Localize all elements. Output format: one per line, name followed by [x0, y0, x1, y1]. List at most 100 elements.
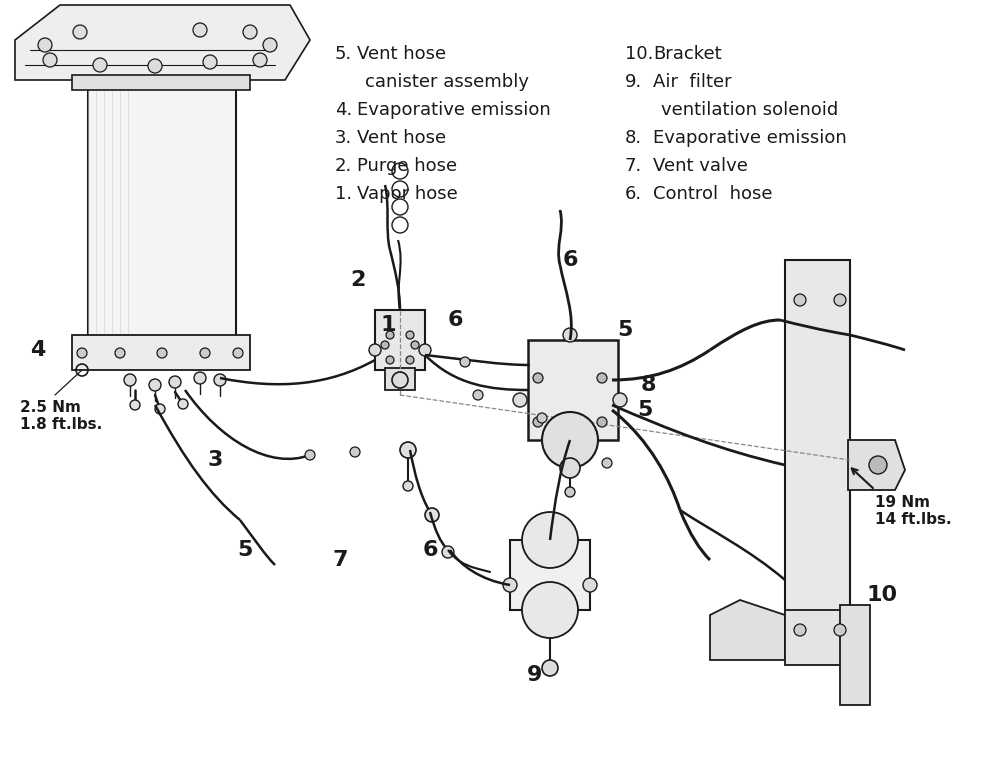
Text: 2: 2: [350, 270, 366, 290]
Bar: [840, 605, 870, 705]
Circle shape: [305, 450, 315, 460]
Circle shape: [542, 660, 558, 676]
Text: ventilation solenoid: ventilation solenoid: [661, 101, 838, 119]
Circle shape: [157, 348, 167, 358]
Circle shape: [169, 376, 181, 388]
Circle shape: [124, 374, 136, 386]
Circle shape: [565, 487, 575, 497]
Bar: [385, 368, 415, 390]
Circle shape: [869, 456, 887, 474]
Circle shape: [513, 393, 527, 407]
Text: 6: 6: [447, 310, 463, 330]
Circle shape: [93, 58, 107, 72]
Circle shape: [794, 294, 806, 306]
Text: 2.: 2.: [335, 157, 352, 175]
Circle shape: [613, 393, 627, 407]
Text: Evaporative emission: Evaporative emission: [653, 129, 847, 147]
Circle shape: [148, 59, 162, 73]
Circle shape: [419, 344, 431, 356]
Text: Air  filter: Air filter: [653, 73, 732, 91]
Circle shape: [522, 582, 578, 638]
Circle shape: [425, 508, 439, 522]
Circle shape: [392, 372, 408, 388]
Circle shape: [537, 413, 547, 423]
Circle shape: [602, 458, 612, 468]
Circle shape: [381, 341, 389, 349]
Bar: [88, 85, 236, 340]
Text: canister assembly: canister assembly: [365, 73, 529, 91]
Text: 9.: 9.: [625, 73, 642, 91]
Circle shape: [406, 331, 414, 339]
Circle shape: [597, 373, 607, 383]
Circle shape: [233, 348, 243, 358]
Text: 5.: 5.: [335, 45, 352, 63]
Text: 5: 5: [237, 540, 253, 560]
Bar: [785, 610, 865, 665]
Circle shape: [473, 390, 483, 400]
Circle shape: [522, 512, 578, 568]
Text: 5: 5: [617, 320, 633, 340]
Circle shape: [442, 546, 454, 558]
Circle shape: [115, 348, 125, 358]
Bar: [375, 310, 425, 370]
Text: 10: 10: [866, 585, 898, 605]
Text: Bracket: Bracket: [653, 45, 722, 63]
Circle shape: [43, 53, 57, 67]
Circle shape: [542, 412, 598, 468]
Text: 1: 1: [380, 315, 396, 335]
Circle shape: [794, 624, 806, 636]
Text: 1.: 1.: [335, 185, 352, 203]
Circle shape: [400, 442, 416, 458]
Text: 8: 8: [640, 375, 656, 395]
Text: Vapor hose: Vapor hose: [357, 185, 458, 203]
Text: 9: 9: [527, 665, 543, 685]
Text: Vent valve: Vent valve: [653, 157, 748, 175]
Circle shape: [77, 348, 87, 358]
Text: 10.: 10.: [625, 45, 653, 63]
Circle shape: [73, 25, 87, 39]
Text: Vent hose: Vent hose: [357, 45, 446, 63]
Text: 5: 5: [637, 400, 653, 420]
Circle shape: [834, 624, 846, 636]
Circle shape: [253, 53, 267, 67]
Bar: [510, 540, 590, 610]
Circle shape: [193, 23, 207, 37]
Circle shape: [411, 341, 419, 349]
Circle shape: [503, 578, 517, 592]
Polygon shape: [848, 440, 905, 490]
Circle shape: [460, 357, 470, 367]
Circle shape: [149, 379, 161, 391]
Text: 7.: 7.: [625, 157, 642, 175]
Circle shape: [386, 331, 394, 339]
Circle shape: [386, 356, 394, 364]
Circle shape: [583, 578, 597, 592]
Circle shape: [263, 38, 277, 52]
Text: 3.: 3.: [335, 129, 352, 147]
Text: 8.: 8.: [625, 129, 642, 147]
Text: 3: 3: [207, 450, 223, 470]
Circle shape: [403, 481, 413, 491]
Circle shape: [533, 373, 543, 383]
Text: 6: 6: [422, 540, 438, 560]
Polygon shape: [15, 5, 310, 80]
Circle shape: [214, 374, 226, 386]
Polygon shape: [710, 600, 785, 660]
Circle shape: [130, 400, 140, 410]
Bar: [72, 335, 250, 370]
Text: Vent hose: Vent hose: [357, 129, 446, 147]
Circle shape: [38, 38, 52, 52]
Text: Control  hose: Control hose: [653, 185, 772, 203]
Text: 2.5 Nm
1.8 ft.lbs.: 2.5 Nm 1.8 ft.lbs.: [20, 400, 102, 432]
Circle shape: [560, 458, 580, 478]
Circle shape: [194, 372, 206, 384]
Text: 6: 6: [562, 250, 578, 270]
Text: Evaporative emission: Evaporative emission: [357, 101, 551, 119]
Circle shape: [533, 417, 543, 427]
Circle shape: [406, 356, 414, 364]
Text: Purge hose: Purge hose: [357, 157, 457, 175]
Text: 6.: 6.: [625, 185, 642, 203]
Bar: [785, 260, 850, 640]
Circle shape: [200, 348, 210, 358]
Text: 7: 7: [332, 550, 348, 570]
Text: 4.: 4.: [335, 101, 352, 119]
